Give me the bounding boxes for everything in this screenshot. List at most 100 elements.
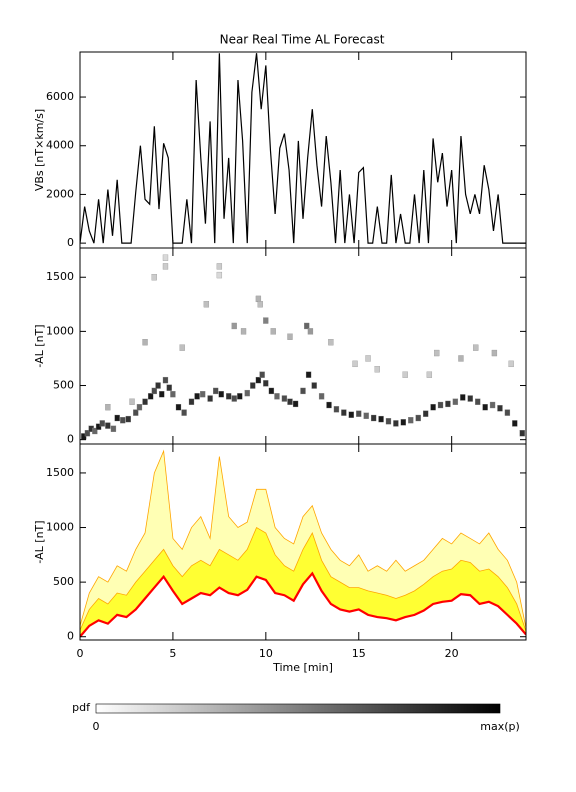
pdf-cell bbox=[333, 406, 340, 413]
pdf-cell bbox=[136, 404, 143, 411]
pdf-cell bbox=[400, 419, 407, 426]
pdf-cell bbox=[512, 420, 518, 427]
pdf-cell bbox=[430, 404, 436, 411]
pdf-cell bbox=[120, 417, 126, 424]
y-tick-label: 1500 bbox=[46, 270, 74, 283]
pdf-cell bbox=[188, 398, 195, 405]
pdf-cell bbox=[114, 414, 120, 422]
pdf-cell bbox=[408, 417, 414, 424]
pdf-cell bbox=[402, 371, 408, 378]
pdf-cell bbox=[475, 398, 481, 405]
pdf-cell bbox=[452, 398, 459, 405]
x-tick-label: 15 bbox=[352, 647, 366, 660]
colorbar-min: 0 bbox=[93, 720, 100, 733]
pdf-cell bbox=[352, 360, 358, 368]
pdf-cell bbox=[255, 376, 262, 384]
y-tick-label: 1000 bbox=[46, 324, 74, 337]
pdf-cell bbox=[257, 301, 263, 308]
pdf-cell bbox=[422, 410, 429, 417]
pdf-cell bbox=[95, 423, 102, 430]
pdf-cell bbox=[460, 394, 466, 401]
y-tick-label: 0 bbox=[67, 433, 74, 446]
pdf-cell bbox=[426, 371, 433, 378]
pdf-cell bbox=[170, 391, 176, 398]
band-fill bbox=[80, 527, 526, 637]
pdf-cell bbox=[363, 412, 369, 419]
pdf-cell bbox=[151, 387, 157, 395]
pdf-cell bbox=[270, 328, 276, 335]
y-tick-label: 6000 bbox=[46, 90, 74, 103]
pdf-cell bbox=[370, 414, 377, 422]
pdf-cell bbox=[240, 328, 247, 335]
pdf-cell bbox=[326, 401, 332, 409]
pdf-cell bbox=[125, 415, 131, 423]
x-tick-label: 0 bbox=[77, 647, 84, 660]
pdf-cell bbox=[199, 391, 206, 398]
vbs-line bbox=[80, 53, 526, 244]
pdf-cell bbox=[300, 387, 306, 395]
pdf-cell bbox=[142, 339, 148, 346]
pdf-cell bbox=[162, 376, 169, 384]
pdf-cell bbox=[348, 411, 354, 418]
y-tick-label: 0 bbox=[67, 236, 74, 249]
pdf-cell bbox=[155, 382, 161, 389]
pdf-cell bbox=[218, 391, 224, 398]
pdf-cell bbox=[194, 393, 200, 400]
pdf-cell bbox=[341, 409, 347, 416]
y-tick-label: 2000 bbox=[46, 187, 74, 200]
x-axis-label: Time [min] bbox=[272, 661, 333, 674]
band-line bbox=[80, 449, 526, 629]
pdf-cell bbox=[216, 263, 223, 270]
plot-frame bbox=[79, 443, 527, 641]
pdf-cell bbox=[129, 398, 135, 405]
band-fill bbox=[80, 451, 526, 637]
colorbar bbox=[95, 703, 501, 714]
pdf-cell bbox=[307, 328, 314, 335]
pdf-cell bbox=[263, 380, 269, 387]
pdf-cell bbox=[84, 430, 91, 437]
pdf-cell bbox=[292, 400, 299, 408]
pdf-cell bbox=[328, 339, 334, 346]
pdf-cell bbox=[393, 420, 399, 427]
pdf-cell bbox=[281, 395, 288, 402]
pdf-cell bbox=[231, 322, 237, 330]
pdf-cell bbox=[365, 355, 371, 362]
pdf-cell bbox=[259, 371, 265, 378]
pdf-cell bbox=[504, 409, 511, 416]
pdf-cell bbox=[268, 387, 275, 395]
pdf-cell bbox=[237, 393, 243, 400]
pdf-cell bbox=[378, 415, 384, 423]
pdf-cell bbox=[385, 418, 392, 425]
y-axis-label: VBs [nT×km/s] bbox=[33, 109, 46, 191]
pdf-cell bbox=[274, 393, 280, 400]
pdf-cell bbox=[287, 333, 293, 340]
pdf-cell bbox=[491, 349, 498, 357]
band-line bbox=[80, 571, 526, 638]
pdf-cell bbox=[311, 382, 317, 389]
pdf-cell bbox=[305, 371, 312, 378]
pdf-cell bbox=[162, 254, 169, 261]
colorbar-max: max(p) bbox=[480, 720, 520, 733]
pdf-cell bbox=[415, 414, 421, 422]
pdf-cell bbox=[166, 384, 172, 391]
pdf-cell bbox=[162, 263, 169, 270]
y-axis-label: -AL [nT] bbox=[33, 324, 46, 367]
pdf-cell bbox=[519, 430, 525, 437]
pdf-cell bbox=[255, 295, 262, 303]
chart-title: Near Real Time AL Forecast bbox=[220, 33, 385, 47]
pdf-cell bbox=[458, 355, 464, 362]
pdf-cell bbox=[226, 393, 232, 400]
pdf-cell bbox=[356, 410, 362, 417]
x-tick-label: 20 bbox=[445, 647, 459, 660]
pdf-cell bbox=[151, 274, 157, 281]
y-axis-label: -AL [nT] bbox=[33, 520, 46, 563]
pdf-cell bbox=[250, 382, 256, 389]
pdf-cell bbox=[318, 393, 325, 400]
pdf-cell bbox=[473, 344, 479, 351]
pdf-cell bbox=[304, 322, 310, 330]
pdf-cell bbox=[105, 422, 111, 429]
pdf-cell bbox=[508, 360, 514, 368]
pdf-cell bbox=[467, 395, 473, 402]
pdf-cell bbox=[263, 317, 269, 324]
